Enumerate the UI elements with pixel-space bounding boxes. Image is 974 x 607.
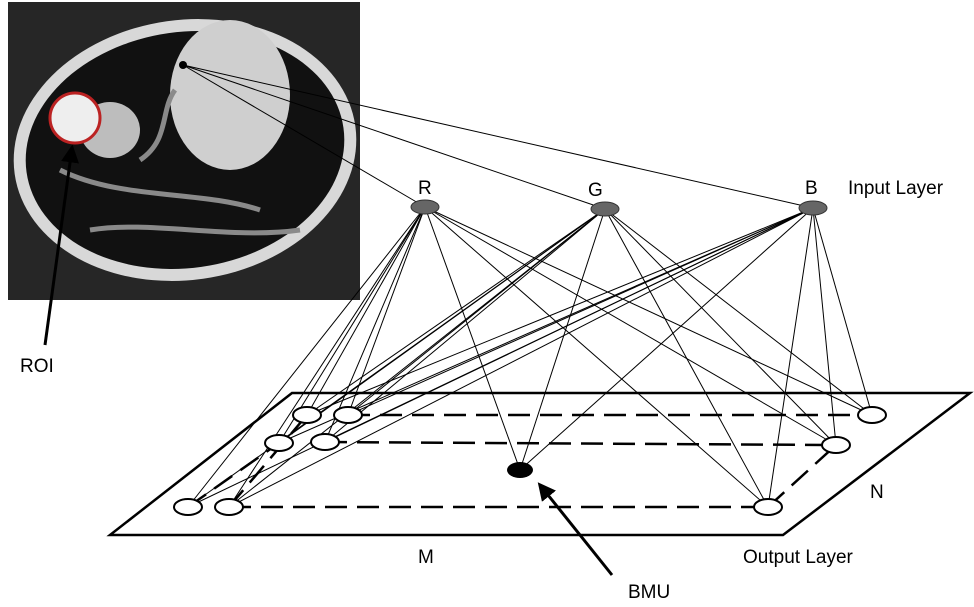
dash-line <box>768 445 836 507</box>
link <box>520 209 605 470</box>
output-node <box>822 437 850 453</box>
dash-line <box>325 442 836 445</box>
link <box>605 209 836 445</box>
link <box>768 208 813 507</box>
output-node <box>174 499 202 515</box>
bmu-label: BMU <box>628 582 670 603</box>
dash-line <box>229 415 307 507</box>
output-node <box>334 407 362 423</box>
link <box>425 207 872 415</box>
input-node <box>591 202 619 216</box>
dim-label: N <box>870 482 884 503</box>
roi-label: ROI <box>20 356 54 377</box>
bmu-arrow <box>540 485 612 575</box>
link <box>348 208 813 415</box>
dim-label: M <box>418 547 434 568</box>
bmu-node <box>507 462 533 478</box>
diagram: R G B Input Layer ROI M N Output Layer B… <box>0 0 974 607</box>
node-label: B <box>805 178 818 199</box>
link <box>325 208 813 442</box>
output-node <box>293 407 321 423</box>
output-node <box>311 434 339 450</box>
input-node <box>799 201 827 215</box>
input-node <box>411 200 439 214</box>
output-node <box>754 499 782 515</box>
link <box>605 209 768 507</box>
node-label: G <box>588 180 603 201</box>
layer-title: Output Layer <box>743 547 854 568</box>
link <box>425 207 768 507</box>
link <box>605 209 872 415</box>
output-node <box>858 407 886 423</box>
link <box>813 208 872 415</box>
output-node <box>215 499 243 515</box>
link <box>425 207 520 470</box>
output-node <box>265 435 293 451</box>
node-label: R <box>418 178 432 199</box>
link <box>813 208 836 445</box>
link <box>520 208 813 470</box>
layer-title: Input Layer <box>848 178 944 199</box>
page: R G B Input Layer ROI M N Output Layer B… <box>0 0 974 607</box>
